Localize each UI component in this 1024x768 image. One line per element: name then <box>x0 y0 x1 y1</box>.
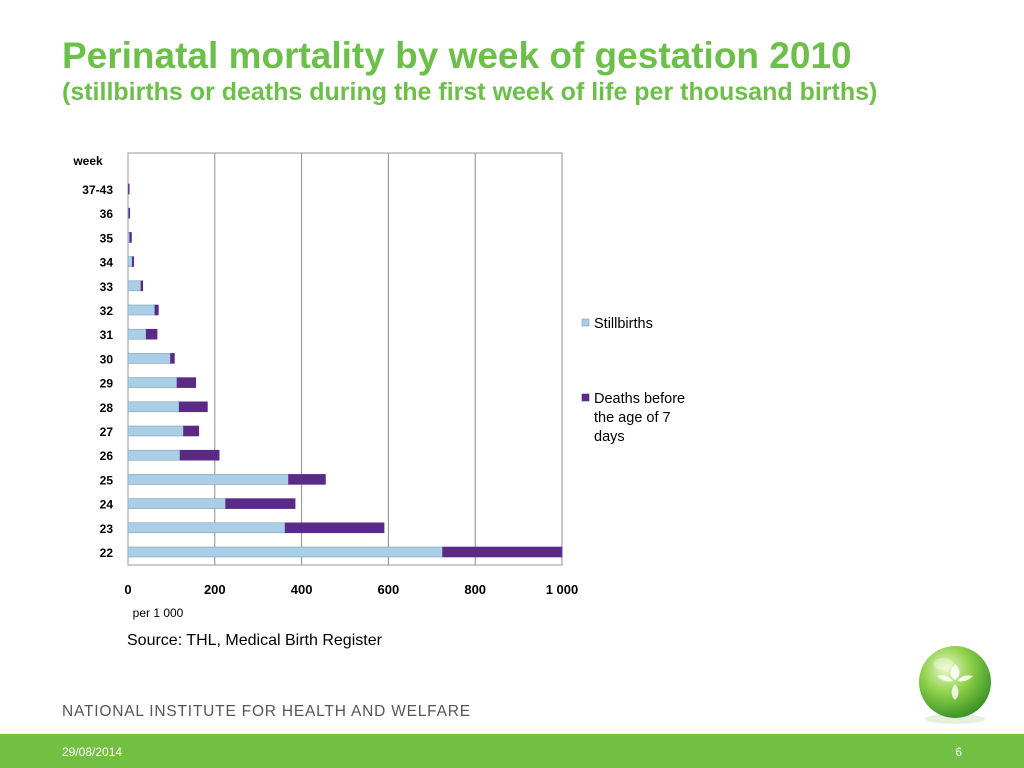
bar-stillbirths <box>127 377 178 388</box>
slide-subtitle: (stillbirths or deaths during the first … <box>62 78 878 106</box>
bar-stillbirths <box>127 498 226 509</box>
bar-stillbirths <box>127 256 133 267</box>
y-tick-label: 26 <box>100 449 114 463</box>
bar-deaths-first-week <box>129 232 132 243</box>
bar-stillbirths <box>127 425 184 437</box>
organization-name: NATIONAL INSTITUTE FOR HEALTH AND WELFAR… <box>62 703 471 720</box>
y-tick-label: 23 <box>100 522 114 536</box>
y-tick-label: 29 <box>100 377 114 391</box>
bar-stillbirths <box>127 546 443 558</box>
chart-bars <box>127 183 563 558</box>
bar-deaths-first-week <box>170 353 175 364</box>
y-axis-label: week <box>72 154 103 168</box>
bar-deaths-first-week <box>288 474 326 485</box>
y-tick-label: 25 <box>100 473 114 487</box>
slide-title: Perinatal mortality by week of gestation… <box>62 35 852 76</box>
x-tick-label: 200 <box>204 582 226 597</box>
bar-deaths-first-week <box>128 207 131 219</box>
y-tick-label: 28 <box>100 401 114 415</box>
x-axis-label: per 1 000 <box>133 606 184 620</box>
bar-deaths-first-week <box>442 546 563 558</box>
bar-deaths-first-week <box>284 522 385 534</box>
y-tick-label: 35 <box>100 231 114 245</box>
bar-stillbirths <box>127 401 180 413</box>
y-tick-label: 27 <box>100 425 114 439</box>
x-tick-label: 800 <box>464 582 486 597</box>
bar-deaths-first-week <box>145 328 158 340</box>
bar-stillbirths <box>127 353 171 364</box>
x-tick-label: 400 <box>291 582 313 597</box>
page-number: 6 <box>955 745 962 759</box>
bar-stillbirths <box>127 522 286 534</box>
y-tick-label: 36 <box>100 207 114 221</box>
bar-stillbirths <box>127 280 142 292</box>
y-tick-label: 22 <box>100 546 114 560</box>
bar-deaths-first-week <box>225 498 296 509</box>
bar-deaths-first-week <box>128 183 130 195</box>
x-tick-label: 1 000 <box>546 582 579 597</box>
legend-swatch <box>581 393 590 402</box>
bar-deaths-first-week <box>140 280 144 292</box>
y-tick-label: 31 <box>100 328 114 342</box>
y-tick-label: 37-43 <box>82 183 113 197</box>
bar-deaths-first-week <box>183 425 200 437</box>
bar-deaths-first-week <box>179 449 220 461</box>
x-tick-label: 0 <box>124 582 131 597</box>
chart-legend: Stillbirths Deaths before the age of 7 days <box>581 316 685 445</box>
bar-stillbirths <box>127 474 289 485</box>
bar-deaths-first-week <box>154 304 159 316</box>
x-tick-label: 600 <box>378 582 400 597</box>
y-tick-label: 32 <box>100 304 114 318</box>
mortality-bar-chart: 0 200 400 600 800 1 000 week per 1 000 37-43 36 35… <box>72 152 685 620</box>
y-tick-label: 24 <box>100 498 114 512</box>
footer-date: 29/08/2014 <box>62 745 123 759</box>
footer-bar: 29/08/2014 6 <box>0 734 1024 768</box>
y-tick-label: 33 <box>100 280 114 294</box>
legend-label: Deaths before the age of 7 days <box>594 391 685 445</box>
y-tick-label: 34 <box>100 256 114 270</box>
bar-stillbirths <box>127 449 181 461</box>
legend-swatch <box>581 318 590 327</box>
chart-source-note: Source: THL, Medical Birth Register <box>127 632 382 649</box>
bar-deaths-first-week <box>178 401 208 413</box>
bar-deaths-first-week <box>176 377 197 388</box>
bar-deaths-first-week <box>132 256 134 267</box>
bar-stillbirths <box>127 304 156 316</box>
chart-axes: 0 200 400 600 800 1 000 week per 1 000 37-43 36 35… <box>72 154 578 620</box>
green-globe-logo-icon <box>912 640 998 731</box>
y-tick-label: 30 <box>100 352 114 366</box>
bar-stillbirths <box>127 328 147 340</box>
legend-label: Stillbirths <box>594 316 653 332</box>
